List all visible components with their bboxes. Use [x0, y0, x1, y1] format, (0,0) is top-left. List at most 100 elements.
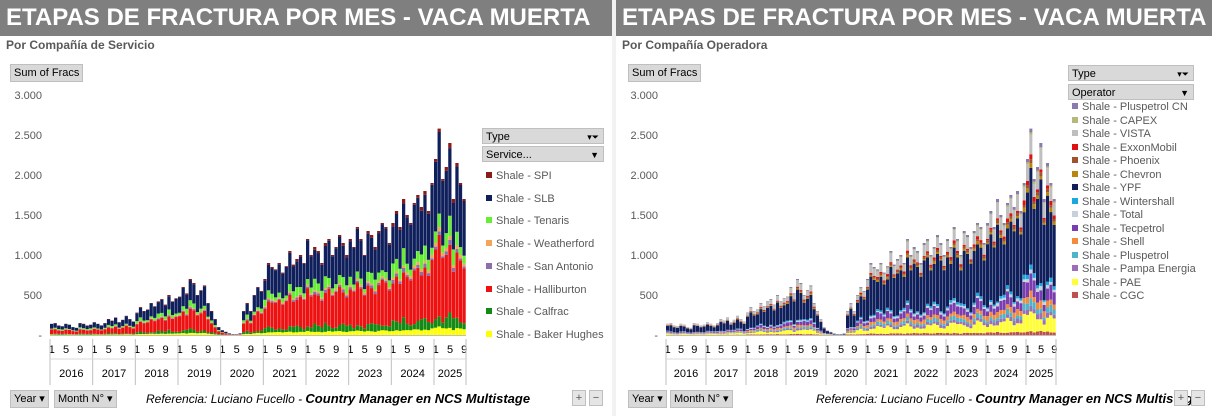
- bar-segment: [909, 256, 913, 258]
- legend-item[interactable]: Shale - SLB: [486, 193, 555, 205]
- legend-item[interactable]: Shale - PAE: [1072, 277, 1141, 289]
- bar-segment: [982, 245, 986, 255]
- bar-segment: [979, 333, 983, 335]
- year-field-button[interactable]: Year ▾: [628, 390, 667, 408]
- legend-item[interactable]: Shale - Calfrac: [486, 306, 569, 318]
- legend-item[interactable]: Shale - Tecpetrol: [1072, 223, 1164, 235]
- collapse-button[interactable]: −: [589, 390, 603, 406]
- bar-segment: [976, 244, 980, 293]
- legend-item[interactable]: Shale - VISTA: [1072, 128, 1151, 140]
- bar-segment: [405, 215, 409, 218]
- x-month-tick-label: 1: [865, 344, 871, 356]
- expand-button[interactable]: +: [1174, 390, 1188, 406]
- bar-segment: [106, 333, 111, 335]
- month-field-button[interactable]: Month N° ▾: [670, 390, 733, 408]
- type-filter[interactable]: Type ▾⏷: [482, 128, 604, 144]
- bar-segment: [398, 268, 402, 280]
- service-field-dropdown[interactable]: Service... ▼: [482, 146, 604, 162]
- legend-item[interactable]: Shale - SPI: [486, 170, 552, 182]
- legend-item[interactable]: Shale - Phoenix: [1072, 155, 1160, 167]
- bar-segment: [802, 329, 806, 335]
- legend-item[interactable]: Shale - ExxonMobil: [1072, 142, 1177, 154]
- type-filter[interactable]: Type ▾⏷: [1068, 65, 1194, 81]
- bar-segment: [696, 332, 700, 333]
- bar-segment: [979, 299, 983, 302]
- bar-segment: [802, 301, 806, 303]
- bar-segment: [373, 247, 377, 250]
- bar-segment: [889, 263, 893, 266]
- bar-segment: [762, 334, 766, 335]
- bar-segment: [409, 223, 413, 225]
- legend-item[interactable]: Shale - Pluspetrol CN: [1072, 101, 1188, 113]
- bar-segment: [669, 323, 673, 325]
- month-field-button[interactable]: Month N° ▾: [54, 390, 117, 408]
- bar-segment: [712, 327, 716, 332]
- bar-segment: [249, 311, 253, 321]
- bar-segment: [779, 302, 783, 306]
- legend-item[interactable]: Shale - Halliburton: [486, 284, 587, 296]
- bar-segment: [906, 313, 910, 317]
- year-field-button[interactable]: Year ▾: [10, 390, 49, 408]
- bar-segment: [976, 223, 980, 225]
- legend-item[interactable]: Shale - Wintershall: [1072, 196, 1174, 208]
- bar-segment: [762, 310, 766, 312]
- bar-segment: [178, 312, 182, 315]
- legend-item[interactable]: Shale - San Antonio: [486, 261, 593, 273]
- legend-label: Shale - Pampa Energia: [1082, 263, 1196, 275]
- bar-segment: [992, 229, 996, 231]
- bar-segment: [739, 332, 743, 335]
- bar-segment: [1049, 185, 1053, 188]
- legend-item[interactable]: Shale - Shell: [1072, 236, 1144, 248]
- bar-segment: [886, 267, 890, 269]
- legend-item[interactable]: Shale - Chevron: [1072, 169, 1162, 181]
- bar-segment: [1032, 309, 1036, 314]
- legend-item[interactable]: Shale - Tenaris: [486, 215, 569, 227]
- bar-segment: [206, 333, 210, 335]
- bar-segment: [210, 311, 214, 312]
- legend-item[interactable]: Shale - Total: [1072, 209, 1143, 221]
- expand-button[interactable]: +: [572, 390, 586, 406]
- legend-item[interactable]: Shale - Weatherford: [486, 238, 594, 250]
- legend-item[interactable]: Shale - CGC: [1072, 290, 1144, 302]
- bar-segment: [1002, 236, 1006, 240]
- legend-item[interactable]: Shale - YPF: [1072, 182, 1141, 194]
- bar-segment: [706, 333, 710, 335]
- collapse-button[interactable]: −: [1191, 390, 1205, 406]
- bar-segment: [448, 236, 452, 240]
- bar-segment: [779, 331, 783, 335]
- bar-segment: [298, 287, 303, 294]
- chevron-down-icon[interactable]: ▼: [1180, 88, 1189, 98]
- bar-segment: [110, 333, 114, 335]
- operator-field-dropdown[interactable]: Operator ▼: [1068, 84, 1194, 100]
- bar-segment: [889, 313, 893, 319]
- legend-item[interactable]: Shale - Pluspetrol: [1072, 250, 1169, 262]
- bar-segment: [736, 330, 740, 332]
- bar-segment: [782, 328, 786, 330]
- bar-segment: [862, 298, 866, 300]
- bar-segment: [185, 333, 189, 335]
- bar-segment: [916, 252, 920, 254]
- bar-segment: [779, 325, 783, 329]
- bar-segment: [1009, 321, 1013, 333]
- legend-item[interactable]: Shale - CAPEX: [1072, 115, 1157, 127]
- chevron-down-icon[interactable]: ▼: [590, 150, 599, 160]
- bar-segment: [692, 332, 696, 334]
- bar-segment: [1026, 303, 1030, 310]
- filter-funnel-icon[interactable]: ▾⏷: [1177, 69, 1189, 79]
- legend-item[interactable]: Shale - Pampa Energia: [1072, 263, 1196, 275]
- bar-segment: [359, 240, 363, 279]
- filter-funnel-icon[interactable]: ▾⏷: [587, 132, 599, 142]
- sum-of-fracs-field-button[interactable]: Sum of Fracs: [628, 64, 702, 82]
- bar-segment: [458, 183, 463, 186]
- bar-segment: [451, 267, 456, 272]
- bar-segment: [726, 330, 730, 332]
- bar-segment: [859, 287, 863, 288]
- bar-segment: [281, 302, 285, 304]
- bar-segment: [341, 331, 345, 335]
- bar-segment: [384, 272, 388, 279]
- sum-of-fracs-field-button[interactable]: Sum of Fracs: [10, 64, 84, 82]
- bar-segment: [394, 273, 399, 277]
- legend-item[interactable]: Shale - Baker Hughes: [486, 329, 604, 341]
- bar-segment: [1029, 264, 1033, 270]
- bar-segment: [669, 331, 673, 333]
